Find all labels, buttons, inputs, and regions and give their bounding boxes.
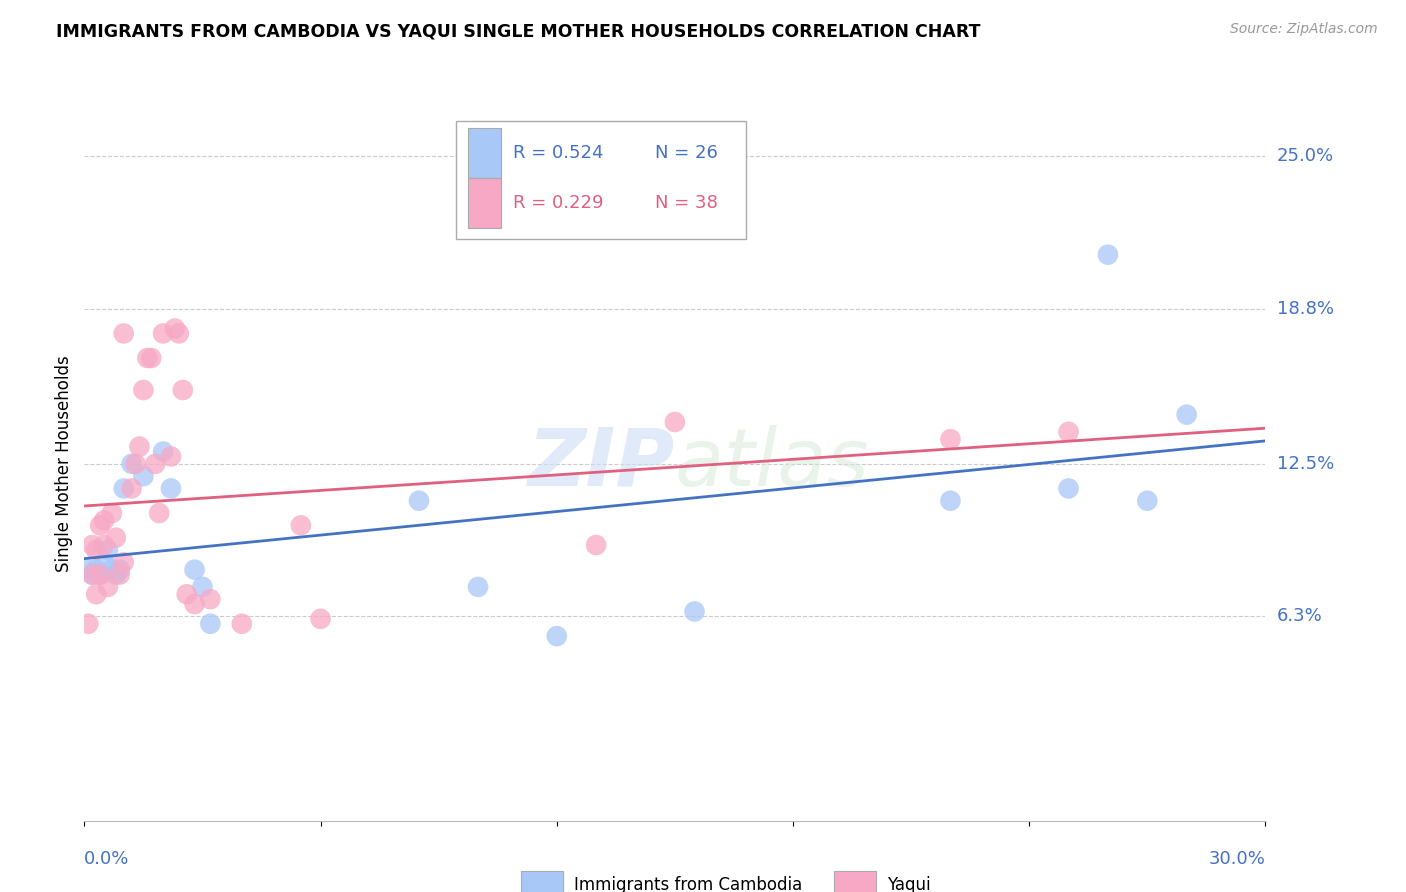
Text: 18.8%: 18.8% xyxy=(1277,300,1333,318)
Point xyxy=(200,592,222,607)
Point xyxy=(77,563,100,577)
FancyBboxPatch shape xyxy=(457,121,745,239)
Point xyxy=(939,493,962,508)
Point xyxy=(97,580,120,594)
Point xyxy=(163,321,186,335)
Point xyxy=(143,457,166,471)
Point xyxy=(84,543,107,558)
Point xyxy=(77,616,100,631)
Point xyxy=(141,351,163,365)
Bar xyxy=(468,178,502,228)
Point xyxy=(167,326,190,341)
Point xyxy=(152,444,174,458)
Text: 12.5%: 12.5% xyxy=(1277,455,1334,473)
Point xyxy=(101,563,124,577)
Point xyxy=(108,563,131,577)
Text: Yaqui: Yaqui xyxy=(887,876,931,892)
Point xyxy=(683,605,706,619)
Point xyxy=(101,506,124,520)
Point xyxy=(112,326,135,341)
Point xyxy=(160,450,183,464)
Point xyxy=(84,563,107,577)
Point xyxy=(97,543,120,558)
Point xyxy=(183,597,205,611)
Point xyxy=(939,432,962,446)
Point xyxy=(172,383,194,397)
Text: 0.0%: 0.0% xyxy=(84,850,129,868)
Point xyxy=(93,538,115,552)
Point xyxy=(408,493,430,508)
Bar xyxy=(468,128,502,178)
Point xyxy=(104,531,127,545)
Point xyxy=(191,580,214,594)
Point xyxy=(152,326,174,341)
Point xyxy=(176,587,198,601)
Point xyxy=(585,538,607,552)
Point xyxy=(546,629,568,643)
Point xyxy=(136,351,159,365)
Text: IMMIGRANTS FROM CAMBODIA VS YAQUI SINGLE MOTHER HOUSEHOLDS CORRELATION CHART: IMMIGRANTS FROM CAMBODIA VS YAQUI SINGLE… xyxy=(56,22,981,40)
Point xyxy=(132,383,155,397)
Point xyxy=(1175,408,1198,422)
Text: ZIP: ZIP xyxy=(527,425,675,503)
Point xyxy=(183,563,205,577)
Text: Source: ZipAtlas.com: Source: ZipAtlas.com xyxy=(1230,22,1378,37)
Point xyxy=(112,555,135,569)
Point xyxy=(1057,482,1080,496)
Point xyxy=(89,518,111,533)
Point xyxy=(128,440,150,454)
Point xyxy=(231,616,253,631)
Point xyxy=(104,567,127,582)
Point xyxy=(93,555,115,569)
Point xyxy=(290,518,312,533)
Point xyxy=(82,567,104,582)
Bar xyxy=(834,871,876,892)
Text: 25.0%: 25.0% xyxy=(1277,147,1334,165)
Bar xyxy=(522,871,562,892)
Point xyxy=(1097,248,1119,262)
Point xyxy=(1136,493,1159,508)
Point xyxy=(82,538,104,552)
Point xyxy=(200,616,222,631)
Point xyxy=(121,457,143,471)
Text: N = 26: N = 26 xyxy=(655,145,717,162)
Point xyxy=(664,415,686,429)
Text: N = 38: N = 38 xyxy=(655,194,717,212)
Point xyxy=(82,567,104,582)
Point xyxy=(89,567,111,582)
Y-axis label: Single Mother Households: Single Mother Households xyxy=(55,356,73,572)
Point xyxy=(93,513,115,527)
Point xyxy=(148,506,170,520)
Point xyxy=(121,482,143,496)
Point xyxy=(132,469,155,483)
Text: R = 0.229: R = 0.229 xyxy=(513,194,603,212)
Text: 30.0%: 30.0% xyxy=(1209,850,1265,868)
Point xyxy=(124,457,146,471)
Text: Immigrants from Cambodia: Immigrants from Cambodia xyxy=(575,876,803,892)
Point xyxy=(84,587,107,601)
Point xyxy=(160,482,183,496)
Text: R = 0.524: R = 0.524 xyxy=(513,145,603,162)
Point xyxy=(89,567,111,582)
Point xyxy=(108,567,131,582)
Point xyxy=(309,612,332,626)
Point xyxy=(112,482,135,496)
Point xyxy=(1057,425,1080,439)
Text: 6.3%: 6.3% xyxy=(1277,607,1322,625)
Text: atlas: atlas xyxy=(675,425,870,503)
Point xyxy=(467,580,489,594)
